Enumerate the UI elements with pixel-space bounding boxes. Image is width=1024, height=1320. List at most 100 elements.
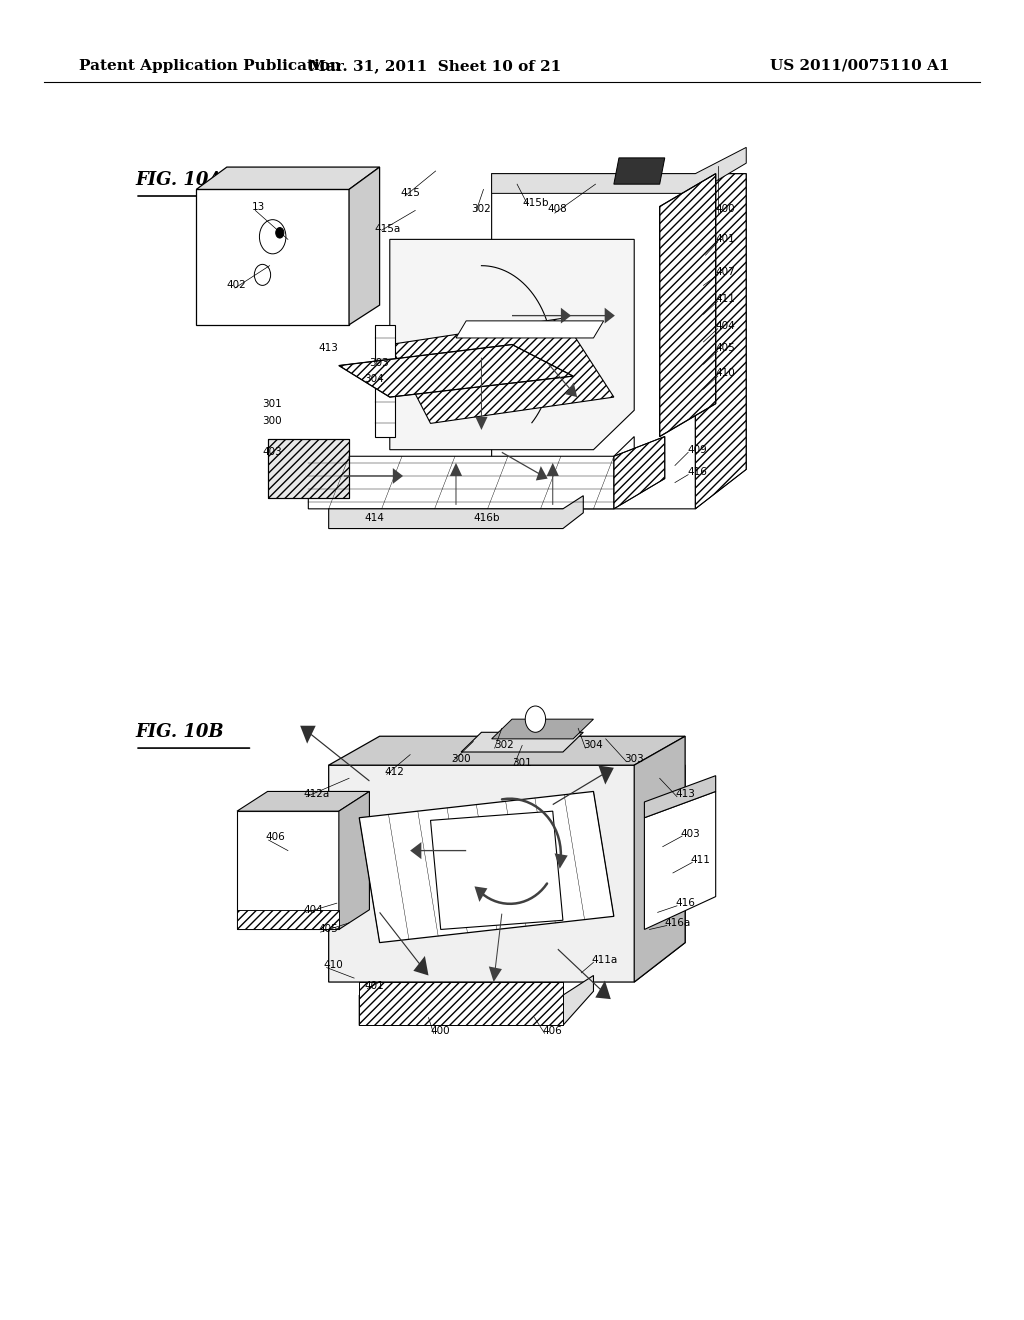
- Text: Mar. 31, 2011  Sheet 10 of 21: Mar. 31, 2011 Sheet 10 of 21: [309, 59, 562, 73]
- Text: 301: 301: [262, 399, 283, 409]
- Polygon shape: [492, 174, 736, 508]
- Text: 415a: 415a: [375, 224, 400, 234]
- Polygon shape: [461, 733, 584, 752]
- Text: 408: 408: [548, 205, 567, 214]
- Text: 402: 402: [227, 280, 247, 290]
- FancyArrow shape: [553, 766, 613, 805]
- FancyArrow shape: [450, 463, 462, 504]
- Text: 400: 400: [430, 1026, 451, 1036]
- Polygon shape: [390, 318, 613, 424]
- Polygon shape: [329, 766, 685, 982]
- Text: 413: 413: [675, 789, 695, 799]
- Polygon shape: [339, 792, 370, 929]
- Text: 416: 416: [687, 467, 707, 477]
- FancyArrow shape: [411, 842, 466, 859]
- Polygon shape: [492, 719, 594, 739]
- Polygon shape: [359, 982, 563, 1026]
- Circle shape: [275, 227, 284, 238]
- FancyArrow shape: [502, 451, 548, 480]
- Circle shape: [259, 219, 286, 253]
- Polygon shape: [329, 496, 584, 528]
- Text: 302: 302: [494, 741, 513, 751]
- Polygon shape: [339, 345, 573, 397]
- Text: 415: 415: [400, 189, 420, 198]
- Text: 300: 300: [451, 754, 470, 763]
- Polygon shape: [237, 812, 339, 929]
- Polygon shape: [613, 158, 665, 185]
- Text: 303: 303: [370, 358, 389, 368]
- Text: 416: 416: [675, 898, 695, 908]
- Text: FIG. 10B: FIG. 10B: [135, 723, 224, 742]
- Text: 404: 404: [303, 904, 323, 915]
- Polygon shape: [644, 776, 716, 817]
- Polygon shape: [613, 437, 665, 508]
- Polygon shape: [359, 975, 594, 1026]
- Text: 301: 301: [512, 758, 531, 767]
- Polygon shape: [197, 168, 380, 190]
- Text: Patent Application Publication: Patent Application Publication: [79, 59, 341, 73]
- FancyArrow shape: [548, 364, 578, 397]
- Polygon shape: [456, 321, 604, 338]
- FancyArrow shape: [566, 308, 614, 323]
- FancyArrow shape: [344, 469, 403, 484]
- FancyArrow shape: [512, 308, 571, 323]
- FancyArrow shape: [474, 886, 487, 902]
- Text: US 2011/0075110 A1: US 2011/0075110 A1: [770, 59, 950, 73]
- FancyArrow shape: [475, 358, 487, 430]
- Polygon shape: [237, 909, 339, 929]
- Polygon shape: [267, 440, 349, 499]
- Text: 304: 304: [365, 374, 384, 384]
- Polygon shape: [659, 174, 716, 437]
- Polygon shape: [695, 174, 746, 508]
- Text: 302: 302: [471, 205, 492, 214]
- Polygon shape: [390, 239, 634, 450]
- FancyArrow shape: [379, 912, 428, 975]
- Circle shape: [254, 264, 270, 285]
- Text: 411: 411: [690, 855, 710, 865]
- Text: 400: 400: [716, 205, 735, 214]
- Polygon shape: [359, 792, 613, 942]
- FancyArrow shape: [555, 853, 567, 869]
- Text: FIG. 10A: FIG. 10A: [135, 172, 222, 189]
- Text: 404: 404: [716, 321, 735, 331]
- Polygon shape: [308, 437, 634, 508]
- Text: 403: 403: [262, 447, 283, 457]
- FancyArrow shape: [547, 463, 559, 504]
- FancyArrow shape: [557, 949, 610, 999]
- Text: 303: 303: [624, 754, 644, 763]
- Text: 304: 304: [584, 741, 603, 751]
- Polygon shape: [430, 812, 563, 929]
- Polygon shape: [644, 792, 716, 929]
- Text: 407: 407: [716, 267, 735, 277]
- Text: 410: 410: [716, 368, 735, 379]
- Text: 403: 403: [680, 829, 699, 838]
- FancyArrow shape: [488, 913, 503, 982]
- Text: 411: 411: [716, 293, 735, 304]
- Text: 411a: 411a: [592, 954, 617, 965]
- Polygon shape: [634, 737, 685, 982]
- Polygon shape: [375, 325, 395, 437]
- Text: 409: 409: [687, 445, 707, 454]
- Text: 415b: 415b: [522, 198, 549, 207]
- Text: 406: 406: [543, 1026, 562, 1036]
- Text: 405: 405: [716, 343, 735, 354]
- Text: 406: 406: [265, 833, 286, 842]
- Text: 405: 405: [318, 924, 338, 935]
- FancyArrow shape: [300, 726, 370, 781]
- Text: 416b: 416b: [473, 513, 500, 523]
- Polygon shape: [349, 168, 380, 325]
- Text: 413: 413: [318, 343, 338, 354]
- Text: 13: 13: [252, 202, 265, 211]
- Circle shape: [525, 706, 546, 733]
- Text: 412: 412: [385, 767, 404, 776]
- Polygon shape: [237, 792, 370, 812]
- Polygon shape: [197, 190, 349, 325]
- Text: 300: 300: [262, 416, 282, 426]
- Text: 401: 401: [716, 235, 735, 244]
- Text: 401: 401: [365, 981, 384, 991]
- Text: 410: 410: [324, 960, 343, 970]
- Polygon shape: [492, 148, 746, 193]
- Text: 416a: 416a: [665, 917, 691, 928]
- Polygon shape: [329, 737, 685, 766]
- Text: 414: 414: [365, 513, 384, 523]
